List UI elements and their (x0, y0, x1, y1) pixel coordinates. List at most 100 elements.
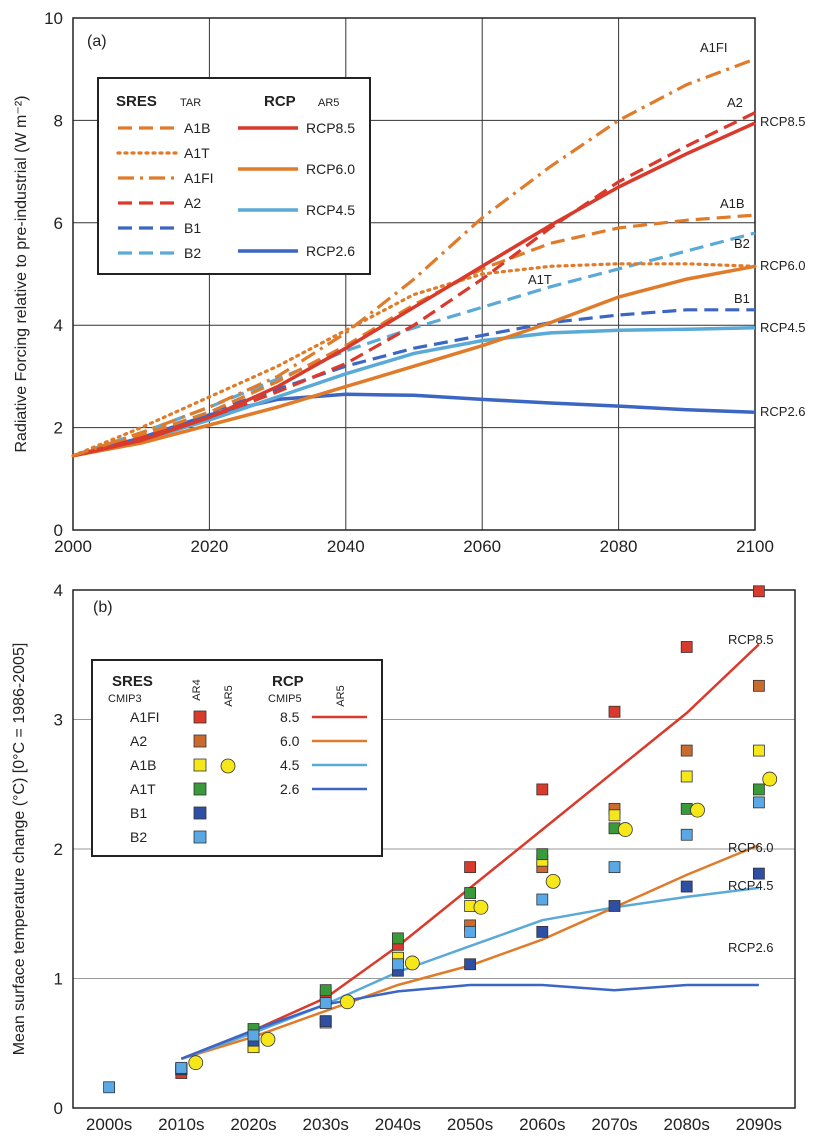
x-tick-label: 2040s (375, 1115, 421, 1134)
y-tick-label: 0 (54, 521, 63, 540)
legend-label-a1t: A1T (184, 145, 210, 161)
panel-label: (a) (87, 33, 107, 50)
legend-label-b1: B1 (184, 220, 201, 236)
y-tick-label: 1 (54, 970, 63, 989)
legend-rcp-sub: AR5 (318, 97, 339, 109)
marker-ar5-a1b (339, 994, 355, 1010)
x-tick-label: 2000s (86, 1115, 132, 1134)
marker-b2 (319, 997, 332, 1010)
series-line-a1t (71, 262, 757, 458)
legend-label-a1t: A1T (130, 781, 156, 797)
panel-b-chart: 0 1 2 3 4 2000s 2010s 2020s 2030s 2040s 2050s 2060s… (11, 581, 796, 1134)
marker-b2 (464, 925, 477, 938)
series-line-rcp26 (72, 392, 756, 458)
legend-rcp-title: RCP (272, 673, 304, 690)
series-label-a1b: A1B (720, 196, 745, 211)
legend-swatch-a2 (193, 734, 207, 748)
legend-label-a1b: A1B (184, 120, 210, 136)
y-axis-label: Radiative Forcing relative to pre-indust… (13, 96, 30, 453)
marker-a1t (391, 932, 404, 945)
legend-sres-title: SRES (116, 93, 157, 110)
x-tick-label: 2060s (519, 1115, 565, 1134)
legend-box (91, 659, 383, 857)
marker-ar5-a1b (545, 873, 561, 889)
marker-a2 (753, 679, 765, 692)
marker-b1 (319, 1015, 332, 1028)
x-tick-label: 2000 (54, 537, 92, 556)
legend-box (97, 77, 371, 275)
marker-b2 (536, 893, 549, 906)
legend-rcp-title: RCP (264, 93, 296, 110)
legend-sres-title: SRES (112, 673, 153, 690)
y-tick-label: 8 (54, 111, 63, 130)
legend-col-ar5: AR5 (223, 685, 235, 706)
legend-label-b1: B1 (130, 805, 147, 821)
x-tick-label: 2010s (158, 1115, 204, 1134)
legend-swatch-b2 (193, 830, 207, 844)
marker-a1fi (753, 585, 765, 598)
legend-swatch-a1t (193, 782, 207, 796)
marker-b1 (464, 958, 477, 971)
series-line-a1b (72, 213, 756, 458)
legend-label-a1b: A1B (130, 757, 156, 773)
legend-swatch-a1fi (193, 710, 207, 724)
series-line-rcp60 (72, 264, 756, 458)
series-label-rcp85: RCP8.5 (728, 632, 774, 647)
marker-a1fi (536, 783, 549, 796)
y-tick-label: 4 (54, 581, 63, 600)
marker-b2 (608, 861, 621, 874)
marker-a2 (680, 744, 693, 757)
legend-rcp-label: 4.5 (280, 757, 300, 773)
legend-rcp-col: AR5 (335, 685, 347, 706)
marker-ar5-a1b (188, 1055, 204, 1071)
y-tick-label: 10 (44, 9, 63, 28)
legend-label-rcp45: RCP4.5 (306, 202, 355, 218)
x-tick-label: 2040 (327, 537, 365, 556)
panel-label: (b) (93, 599, 113, 616)
x-tick-label: 2020s (230, 1115, 276, 1134)
series-label-a1fi: A1FI (700, 40, 727, 55)
series-label-rcp45: RCP4.5 (728, 878, 774, 893)
marker-b2 (753, 796, 765, 809)
x-tick-label: 2070s (591, 1115, 637, 1134)
series-line-rcp26 (180, 983, 759, 1060)
plot-frame (72, 589, 796, 1109)
y-tick-label: 2 (54, 419, 63, 438)
marker-ar5-a1b (617, 822, 633, 837)
legend-rcp-label: 6.0 (280, 733, 300, 749)
marker-b2 (391, 958, 404, 971)
x-tick-label: 2100 (736, 537, 774, 556)
y-tick-label: 3 (54, 711, 63, 730)
marker-ar5-a1b (762, 771, 778, 787)
series-label-b2: B2 (734, 236, 750, 251)
series-label-a1t: A1T (528, 272, 552, 287)
series-line-rcp85 (72, 121, 756, 458)
legend-sres-sub: CMIP3 (108, 693, 142, 705)
legend-swatch-a1b (193, 758, 207, 772)
marker-b1 (536, 925, 549, 938)
legend-rcp-label: 8.5 (280, 709, 300, 725)
marker-a1t (753, 783, 765, 796)
legend-rcp-label: 2.6 (280, 781, 300, 797)
y-axis-label: Mean surface temperature change (°C) [0°… (11, 643, 28, 1056)
y-tick-label: 4 (54, 316, 63, 335)
marker-a1b (753, 744, 765, 757)
marker-ar5-a1b (260, 1031, 276, 1047)
legend-label-rcp85: RCP8.5 (306, 120, 355, 136)
marker-a1t (464, 887, 477, 899)
marker-a1fi (680, 641, 693, 653)
marker-a1b (608, 809, 621, 822)
legend-swatch-ar5-a1b (220, 758, 236, 774)
x-tick-label: 2030s (303, 1115, 349, 1134)
series-label-a2: A2 (727, 95, 743, 110)
series-line-b1 (72, 308, 755, 458)
legend-label-rcp60: RCP6.0 (306, 161, 355, 177)
marker-b2 (247, 1029, 260, 1042)
marker-b2 (103, 1081, 115, 1094)
x-tick-label: 2090s (736, 1115, 782, 1134)
marker-a1fi (608, 705, 621, 718)
series-label-rcp85: RCP8.5 (760, 114, 806, 129)
legend-label-b2: B2 (130, 829, 147, 845)
legend-col-ar4: AR4 (191, 679, 203, 700)
